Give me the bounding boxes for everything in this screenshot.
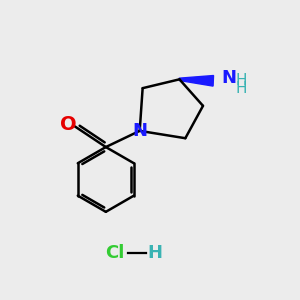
Text: O: O	[60, 116, 77, 134]
Text: H: H	[147, 244, 162, 262]
Text: Cl: Cl	[105, 244, 124, 262]
Text: N: N	[221, 69, 236, 87]
Text: N: N	[132, 122, 147, 140]
Text: H: H	[236, 81, 247, 96]
Polygon shape	[179, 76, 214, 86]
Text: H: H	[236, 73, 247, 88]
